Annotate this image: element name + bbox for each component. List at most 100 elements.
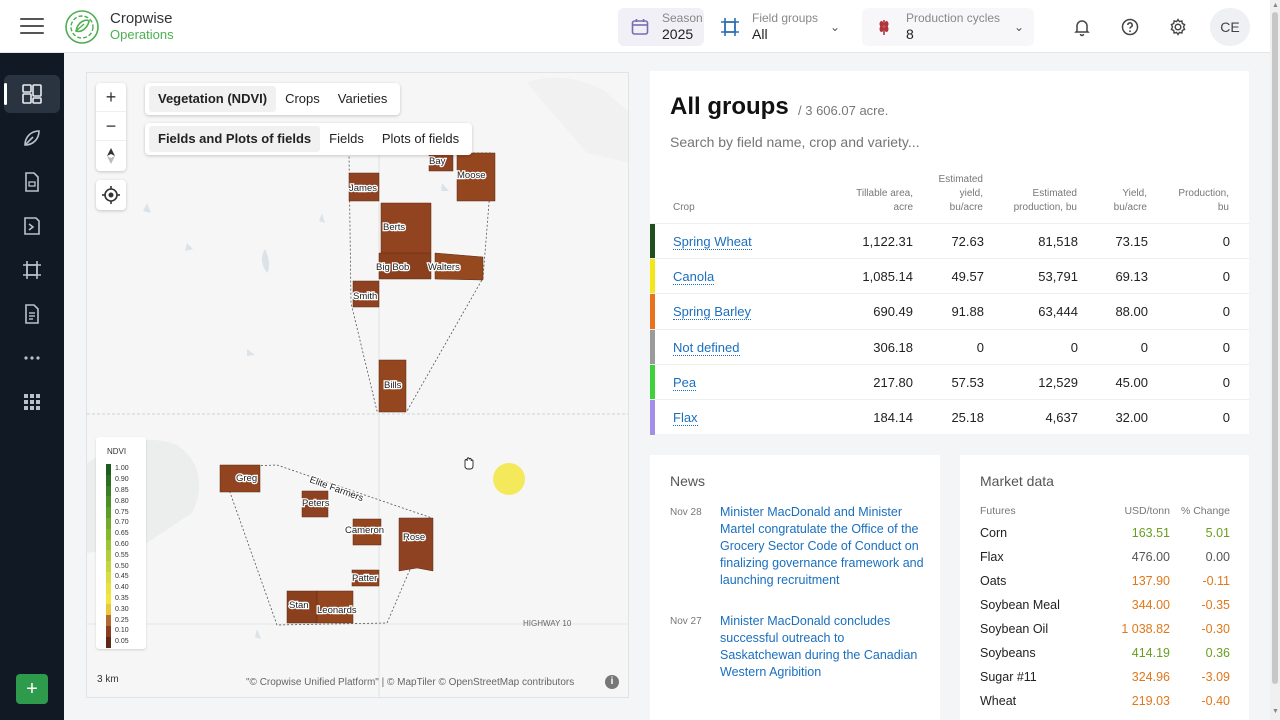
crop-name-link[interactable]: Pea — [673, 374, 697, 391]
help-icon[interactable] — [1120, 17, 1140, 37]
market-price: 137.90 — [1131, 574, 1170, 588]
crop-name-link[interactable]: Not defined — [673, 339, 740, 356]
production-cycles-label: Production cycles — [906, 11, 1001, 25]
legend-entry: 0.90 — [106, 474, 129, 486]
tab-fields-and-plots[interactable]: Fields and Plots of fields — [149, 126, 321, 152]
legend-swatch — [106, 517, 111, 529]
left-sidebar: + — [0, 53, 64, 720]
map-canvas[interactable]: Bay Moose James Berts Big Bob Walters Sm… — [87, 73, 629, 698]
sidebar-item-documents[interactable] — [4, 295, 60, 333]
market-price: 324.96 — [1131, 670, 1170, 684]
map-attribution: "© Cropwise Unified Platform" | © MapTil… — [246, 677, 575, 688]
bell-icon[interactable] — [1072, 17, 1092, 37]
app-logo[interactable]: Cropwise Operations — [64, 9, 174, 45]
crop-name-link[interactable]: Flax — [673, 410, 698, 426]
scroll-up-icon[interactable]: ▲ — [1272, 2, 1279, 9]
sidebar-item-more[interactable] — [4, 339, 60, 377]
table-row[interactable]: Canola 1,085.14 49.57 53,791 69.13 0 — [650, 258, 1249, 295]
market-change: 0.36 — [1205, 646, 1230, 660]
col-header-estimated-yield: Estimated yield, bu/acre — [938, 174, 983, 213]
tab-crops[interactable]: Crops — [285, 91, 320, 106]
table-row[interactable]: Spring Wheat 1,122.31 72.63 81,518 73.15 0 — [650, 223, 1249, 259]
crop-name-link[interactable]: Canola — [673, 269, 715, 286]
market-data-card: Market data Futures USD/tonn % Change Co… — [960, 455, 1249, 720]
gear-icon[interactable] — [1168, 17, 1188, 37]
tab-plots-of-fields[interactable]: Plots of fields — [381, 131, 460, 146]
info-icon[interactable]: i — [605, 675, 619, 689]
map-layer-switcher: Vegetation (NDVI) Crops Varieties — [145, 83, 401, 115]
page-scrollbar[interactable]: ▲ ▼ — [1270, 0, 1280, 720]
tab-fields[interactable]: Fields — [329, 131, 364, 146]
crop-name-link[interactable]: Spring Barley — [673, 304, 752, 321]
legend-entry: 0.60 — [106, 539, 129, 551]
season-selector[interactable]: Season 2025 — [618, 8, 704, 46]
app-name: Cropwise — [110, 10, 173, 27]
legend-value: 0.05 — [115, 638, 129, 646]
tab-vegetation-ndvi[interactable]: Vegetation (NDVI) — [149, 86, 277, 112]
table-row[interactable]: Not defined 306.18 0 0 0 0 — [650, 328, 1249, 365]
map-label-walters: Walters — [428, 262, 460, 273]
tab-varieties[interactable]: Varieties — [337, 91, 388, 106]
compass-north-icon[interactable] — [96, 141, 126, 170]
user-avatar[interactable]: CE — [1210, 8, 1250, 46]
map-label-patter: Patter — [352, 573, 377, 584]
legend-entry: 0.05 — [106, 636, 129, 648]
market-price: 1 038.82 — [1121, 622, 1170, 636]
cell-est-yield: 72.63 — [951, 234, 984, 249]
wheat-icon — [870, 13, 898, 41]
zoom-out-button[interactable]: − — [96, 112, 126, 141]
legend-entry: 0.85 — [106, 485, 129, 497]
news-date: Nov 27 — [670, 616, 702, 627]
sidebar-item-apps[interactable] — [4, 383, 60, 421]
field-groups-selector[interactable]: Field groups All ⌄ — [708, 8, 850, 46]
top-bar: Cropwise Operations Season 2025 Field gr… — [0, 0, 1270, 53]
legend-swatch — [106, 474, 111, 486]
legend-entry: 0.75 — [106, 507, 129, 518]
market-row: Flax 476.00 0.00 — [960, 550, 1249, 574]
menu-icon[interactable] — [20, 18, 44, 36]
crop-search-input[interactable] — [670, 134, 1070, 150]
field-map[interactable]: Bay Moose James Berts Big Bob Walters Sm… — [86, 72, 629, 698]
legend-value: 0.65 — [115, 530, 129, 538]
sidebar-item-tasks[interactable] — [4, 207, 60, 245]
table-row[interactable]: Flax 184.14 25.18 4,637 32.00 0 — [650, 399, 1249, 435]
table-row[interactable]: Pea 217.80 57.53 12,529 45.00 0 — [650, 363, 1249, 400]
cell-prod: 0 — [1222, 269, 1230, 285]
total-area: / 3 606.07 acre. — [798, 103, 889, 118]
table-row[interactable]: Spring Barley 690.49 91.88 63,444 88.00 0 — [650, 293, 1249, 330]
sidebar-item-dashboard[interactable] — [4, 75, 60, 113]
legend-entry: 1.00 — [106, 464, 129, 475]
cell-est-prod: 81,518 — [1038, 234, 1078, 249]
sidebar-item-crops[interactable] — [4, 119, 60, 157]
production-cycles-selector[interactable]: Production cycles 8 ⌄ — [862, 8, 1034, 46]
market-row: Soybean Meal 344.00 -0.35 — [960, 598, 1249, 622]
market-name: Oats — [980, 574, 1007, 588]
cell-est-prod: 63,444 — [1038, 304, 1078, 320]
news-date: Nov 28 — [670, 507, 702, 518]
cursor-highlight — [493, 463, 525, 495]
legend-value: 0.40 — [115, 584, 129, 592]
map-label-greg: Greg — [236, 473, 257, 484]
map-label-peters: Peters — [302, 498, 330, 509]
scrollbar-thumb[interactable] — [1272, 12, 1278, 684]
cell-est-yield: 0 — [976, 339, 984, 355]
legend-swatch — [106, 528, 111, 540]
calendar-icon — [626, 13, 654, 41]
cell-est-prod: 0 — [1070, 339, 1078, 355]
news-link[interactable]: Minister MacDonald concludes successful … — [720, 614, 918, 679]
cell-prod: 0 — [1222, 374, 1230, 390]
market-change: -0.35 — [1201, 598, 1231, 612]
market-change: -0.40 — [1201, 694, 1231, 708]
map-scale: 3 km — [97, 674, 119, 685]
sidebar-item-reports[interactable] — [4, 163, 60, 201]
field-groups-value: All — [752, 26, 768, 42]
add-button[interactable]: + — [16, 674, 48, 704]
locate-me-button[interactable] — [96, 180, 126, 210]
scroll-down-icon[interactable]: ▼ — [1272, 708, 1279, 715]
zoom-in-button[interactable]: + — [96, 83, 126, 112]
hand-cursor-icon — [464, 457, 474, 470]
news-link[interactable]: Minister MacDonald and Minister Martel c… — [720, 505, 924, 587]
legend-swatch — [106, 571, 111, 583]
sidebar-item-fields[interactable] — [4, 251, 60, 289]
crop-name-link[interactable]: Spring Wheat — [673, 234, 752, 250]
